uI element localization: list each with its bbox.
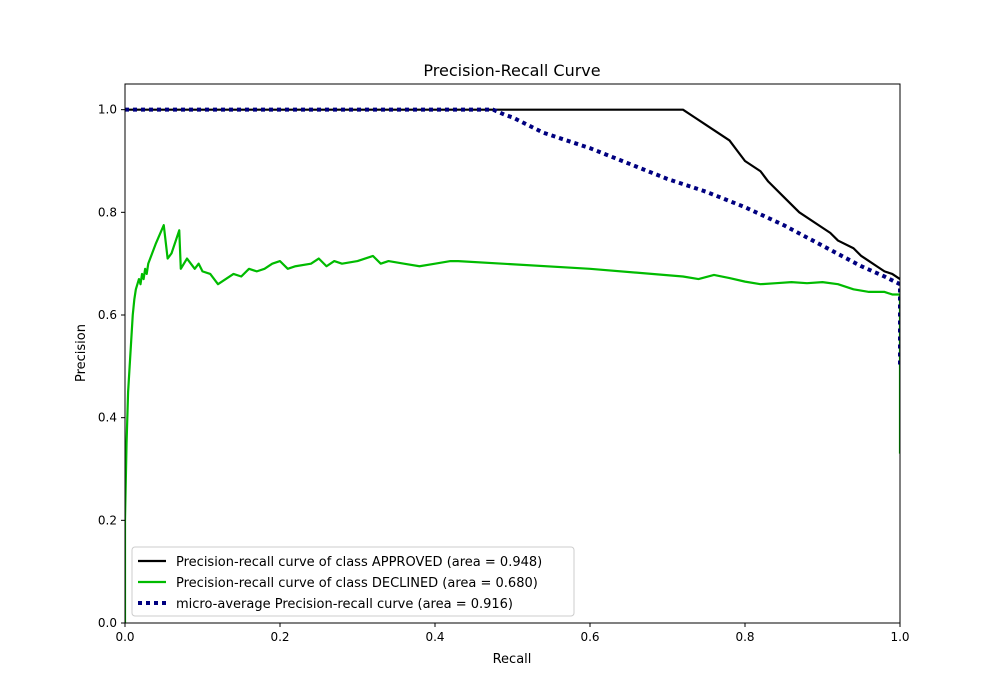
x-tick-label: 0.4 [425,630,444,644]
y-axis: 0.0 0.2 0.4 0.6 0.8 1.0 [98,103,125,630]
legend-frame [131,546,575,617]
legend-label: Precision-recall curve of class DECLINED… [176,576,538,591]
legend: Precision-recall curve of class APPROVED… [131,546,575,617]
y-tick-label: 1.0 [98,103,117,117]
x-axis-label: Recall [493,652,532,667]
series-line-approved [125,108,900,280]
series-line-declined [125,224,900,623]
x-tick-label: 1.0 [890,630,909,644]
y-tick-label: 0.2 [98,513,117,527]
x-tick-label: 0.0 [115,630,134,644]
y-axis-label: Precision [74,324,89,382]
legend-label: Precision-recall curve of class APPROVED… [176,555,542,570]
chart-title: Precision-Recall Curve [423,61,600,80]
axes-frame [124,83,901,624]
x-tick-label: 0.6 [580,630,599,644]
x-tick-label: 0.2 [270,630,289,644]
y-tick-label: 0.8 [98,205,117,219]
y-tick-label: 0.6 [98,308,117,322]
series-line-micro-average [125,107,900,367]
legend-label: micro-average Precision-recall curve (ar… [176,597,513,612]
plot-area [124,83,901,624]
x-tick-label: 0.8 [735,630,754,644]
y-tick-label: 0.0 [98,616,117,630]
y-tick-label: 0.4 [98,411,117,425]
x-axis: 0.0 0.2 0.4 0.6 0.8 1.0 [115,623,910,644]
